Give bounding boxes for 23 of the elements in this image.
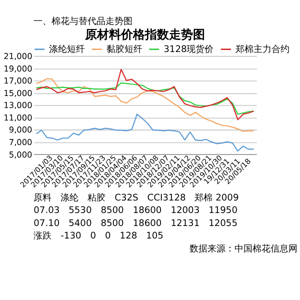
y-tick-label: 17,000 (4, 76, 32, 86)
y-tick-label: 21,000 (4, 51, 32, 62)
y-tick-label: 7,000 (8, 137, 32, 147)
text: 一、棉花与替代品走势图 (34, 16, 133, 28)
text: 涨跌 -130 0 0 128 105 (34, 230, 164, 242)
y-tick-label: 19,000 (4, 63, 32, 74)
line-series (36, 114, 254, 152)
legend-label: 郑棉主力合约 (235, 44, 290, 56)
source-note: 数据来源：中国棉花信息网 (189, 243, 298, 254)
line-series (36, 68, 254, 120)
y-tick-label: 11,000 (4, 112, 32, 122)
text: 07.03 5530 8500 18600 12003 11950 (34, 206, 238, 216)
legend-label: 3128现货价 (164, 44, 214, 56)
y-tick-label: 9,000 (8, 124, 32, 135)
line-series (36, 82, 254, 115)
y-tick-label: 13,000 (4, 100, 32, 110)
text: 原料 涤纶 粘胶 C32S CCI3128 郑棉 2009 (34, 192, 239, 204)
y-tick-label: 15,000 (4, 88, 32, 98)
legend-label: 涤纶短纤 (49, 44, 86, 56)
line-series (36, 78, 254, 132)
legend-label: 黏胶短纤 (106, 44, 142, 56)
text: 07.10 5400 8500 18600 12131 12055 (34, 218, 238, 229)
chart-title: 原材料价格指数走势图 (84, 28, 205, 42)
